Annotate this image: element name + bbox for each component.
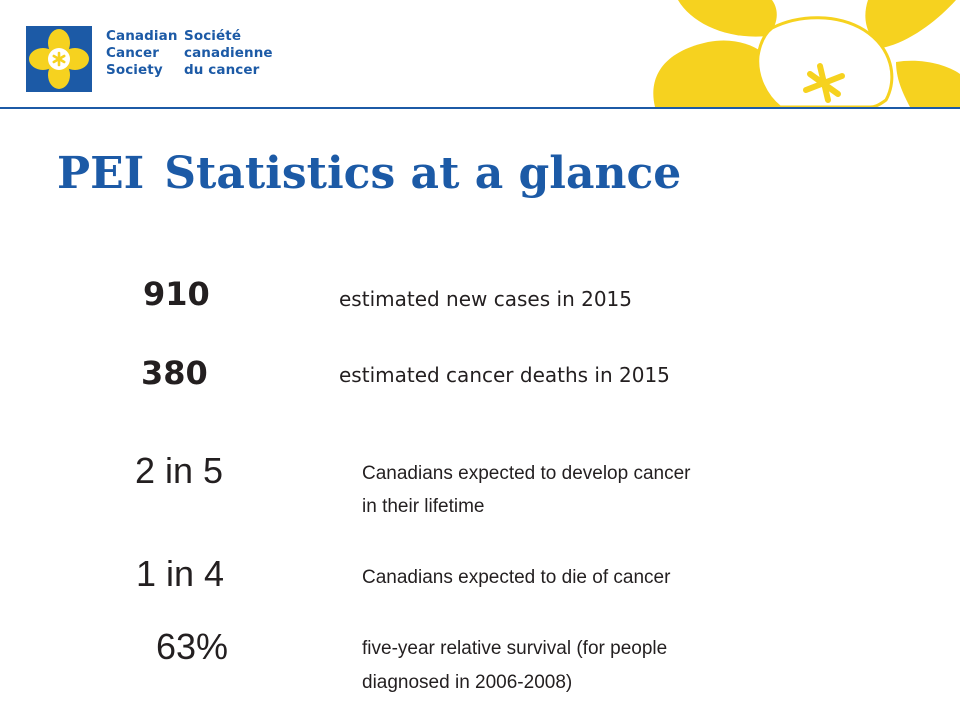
stat-value-develop-cancer: 2 in 5 (135, 450, 224, 491)
org-name-french: Société canadienne du cancer (184, 28, 273, 79)
stat-label-survival-line-2: diagnosed in 2006-2008) (362, 672, 573, 693)
daffodil-logo-icon (26, 26, 92, 92)
stat-value-new-cases: 910 (143, 275, 210, 313)
org-name-fr-line: du cancer (184, 62, 260, 78)
stat-value-die-of-cancer: 1 in 4 (136, 553, 225, 594)
org-name-english: Canadian Cancer Society (106, 28, 178, 79)
stat-label-develop-cancer-line-2: in their lifetime (362, 496, 485, 517)
org-name-fr-line: Société (184, 28, 242, 44)
org-name-en-line: Society (106, 62, 163, 78)
header-divider (0, 107, 960, 109)
title-text: Statistics at a glance (164, 148, 682, 199)
stat-value-deaths: 380 (141, 354, 208, 392)
stat-label-die-of-cancer: Canadians expected to die of cancer (362, 567, 671, 588)
title-region: PEI (57, 148, 145, 199)
daffodil-flower-icon (653, 0, 960, 107)
org-name-en-line: Cancer (106, 45, 160, 61)
stat-label-survival-line-1: five-year relative survival (for people (362, 638, 668, 659)
page-title: PEI Statistics at a glance (57, 146, 681, 202)
stat-label-develop-cancer-line-1: Canadians expected to develop cancer (362, 463, 691, 484)
org-name-fr-line: canadienne (184, 45, 273, 61)
stat-value-survival: 63% (156, 626, 229, 667)
stat-label-deaths: estimated cancer deaths in 2015 (339, 363, 670, 387)
org-name-en-line: Canadian (106, 28, 178, 44)
stat-label-new-cases: estimated new cases in 2015 (339, 287, 632, 311)
